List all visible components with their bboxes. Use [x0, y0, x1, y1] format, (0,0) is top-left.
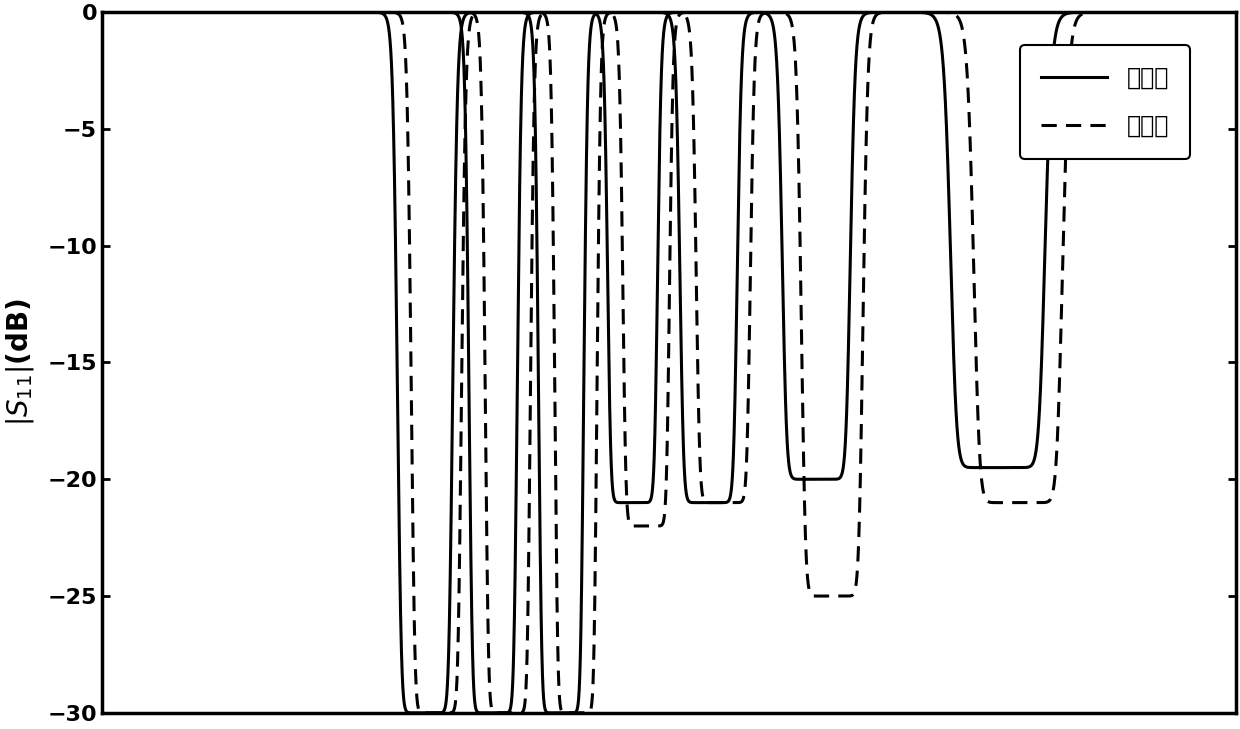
理论值 — [151, 8, 166, 17]
测试值 — [765, 8, 780, 17]
测试值 — [505, 8, 520, 17]
理论值 — [1229, 8, 1240, 17]
测试值 — [996, 8, 1011, 17]
理论值 — [815, 8, 830, 17]
测试值 — [94, 8, 109, 17]
测试值 — [1229, 8, 1240, 17]
Y-axis label: $|S_{11}|$(dB): $|S_{11}|$(dB) — [4, 299, 36, 426]
理论值 — [94, 8, 109, 17]
测试值 — [414, 709, 429, 717]
理论值 — [935, 8, 950, 17]
Line: 测试值: 测试值 — [102, 12, 1236, 713]
理论值 — [505, 8, 520, 17]
Line: 理论值: 理论值 — [102, 12, 1236, 713]
测试值 — [935, 8, 950, 17]
理论值 — [427, 709, 441, 717]
测试值 — [815, 8, 830, 17]
理论值 — [996, 8, 1011, 17]
测试值 — [151, 8, 166, 17]
理论值 — [765, 8, 780, 17]
Legend: 测试值, 理论值: 测试值, 理论值 — [1021, 45, 1190, 159]
